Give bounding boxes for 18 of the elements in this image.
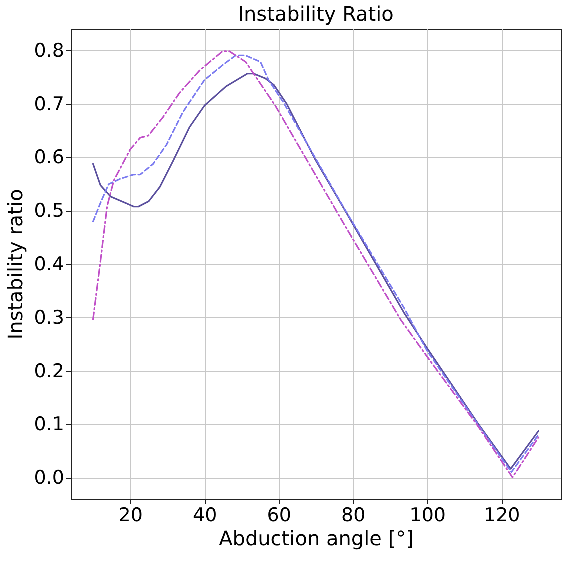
x-tick-label: 60 bbox=[267, 504, 292, 526]
y-tick-label: 0.6 bbox=[34, 146, 64, 169]
chart-title: Instability Ratio bbox=[238, 2, 394, 26]
y-tick-label: 0.4 bbox=[34, 254, 64, 276]
x-tick-label: 100 bbox=[410, 504, 446, 526]
x-tick-label: 20 bbox=[118, 504, 143, 526]
x-axis-title: Abduction angle [°] bbox=[219, 526, 414, 550]
y-axis-title: Instability ratio bbox=[3, 189, 28, 340]
y-tick-label: 0.5 bbox=[34, 200, 64, 222]
y-tick-label: 0.0 bbox=[34, 467, 64, 490]
x-tick-label: 40 bbox=[193, 504, 218, 526]
y-tick-label: 0.3 bbox=[34, 306, 64, 329]
y-tick-label: 0.7 bbox=[34, 93, 64, 116]
y-tick-label: 0.1 bbox=[34, 414, 64, 436]
x-tick-label: 120 bbox=[484, 504, 520, 526]
x-tick-label: 80 bbox=[342, 504, 366, 526]
y-tick-label: 0.2 bbox=[34, 360, 64, 382]
y-tick-label: 0.8 bbox=[34, 40, 64, 62]
